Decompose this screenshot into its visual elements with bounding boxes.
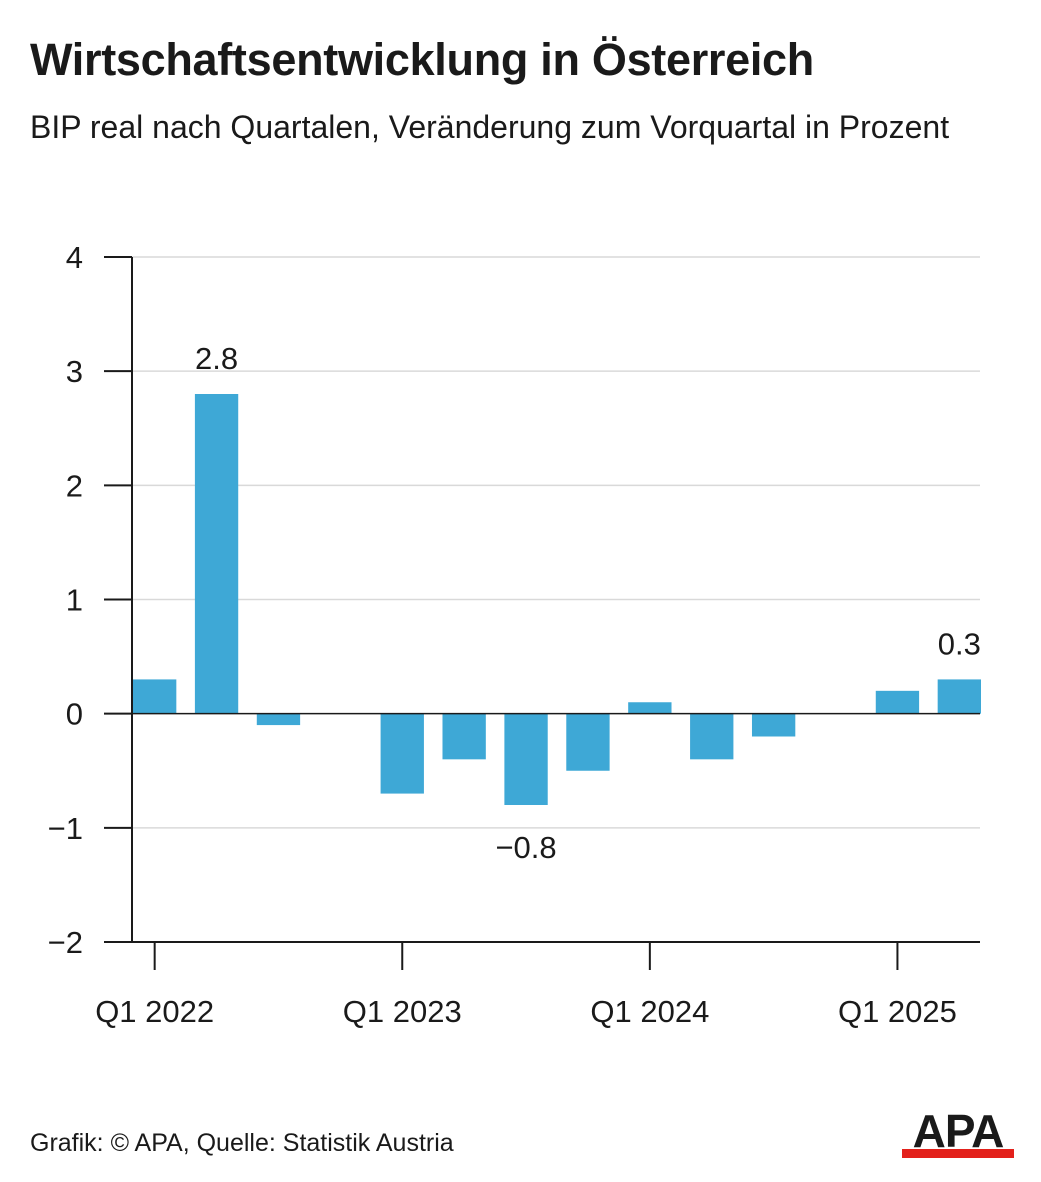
data-label: 2.8 <box>195 341 238 376</box>
y-tick-label: 0 <box>66 697 83 732</box>
bars <box>133 394 981 805</box>
bar <box>504 713 548 805</box>
bar <box>937 679 981 714</box>
bar <box>628 702 672 714</box>
labels: 4 3 2 1 0 −1 −2 Q1 2022 Q1 2023 Q1 2024 Q1 2025 2.8… <box>48 240 981 1029</box>
y-tick-label: 2 <box>66 468 83 503</box>
data-label: −0.8 <box>495 830 556 865</box>
apa-logo: APA <box>902 1110 1014 1158</box>
axes <box>104 256 980 970</box>
bar <box>133 679 177 714</box>
y-tick-label: 1 <box>66 583 83 618</box>
data-label: 0.3 <box>938 626 981 661</box>
x-tick-label: Q1 2025 <box>838 994 957 1029</box>
x-tick-label: Q1 2024 <box>590 994 709 1029</box>
gridlines <box>132 256 980 829</box>
y-tick-label: 4 <box>66 240 83 275</box>
bar <box>380 713 424 794</box>
bar <box>690 713 734 760</box>
y-tick-label: −2 <box>48 925 83 960</box>
bar <box>751 713 796 737</box>
source-credit: Grafik: © APA, Quelle: Statistik Austria <box>30 1129 454 1157</box>
bar <box>875 690 920 714</box>
y-tick-label: 3 <box>66 354 83 389</box>
y-tick-label: −1 <box>48 811 83 846</box>
chart-subtitle: BIP real nach Quartalen, Veränderung zum… <box>30 109 950 145</box>
bar <box>442 713 486 760</box>
x-tick-label: Q1 2022 <box>95 994 214 1029</box>
bar <box>194 394 239 714</box>
bar <box>256 713 301 726</box>
bar <box>566 713 610 771</box>
x-tick-label: Q1 2023 <box>343 994 462 1029</box>
apa-logo-bar <box>902 1149 1014 1158</box>
chart-title: Wirtschaftsentwicklung in Österreich <box>30 34 814 85</box>
